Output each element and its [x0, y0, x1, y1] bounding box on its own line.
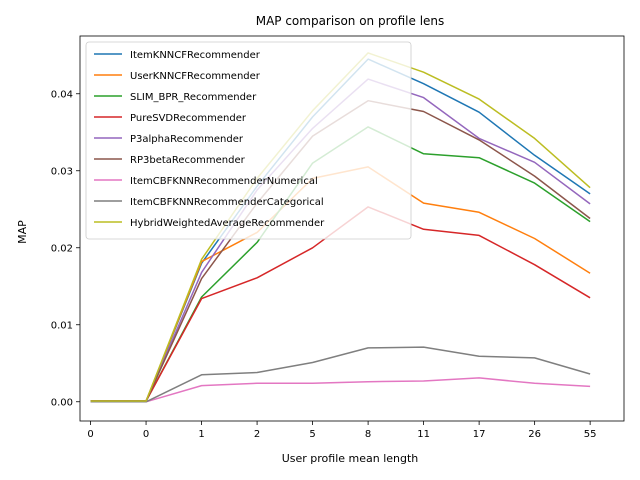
y-tick-label: 0.00: [51, 397, 73, 408]
legend-label: RP3betaRecommender: [130, 155, 246, 166]
x-tick-label: 5: [309, 429, 315, 440]
x-tick-label: 55: [584, 429, 597, 440]
legend-label: ItemCBFKNNRecommenderNumerical: [130, 176, 318, 187]
legend-label: ItemCBFKNNRecommenderCategorical: [130, 197, 324, 208]
y-axis-title: MAP: [16, 220, 29, 244]
legend-label: P3alphaRecommender: [130, 134, 244, 145]
x-tick-label: 8: [365, 429, 371, 440]
y-tick-label: 0.03: [51, 166, 73, 177]
x-tick-label: 1: [198, 429, 204, 440]
y-tick-label: 0.04: [51, 89, 73, 100]
chart-title: MAP comparison on profile lens: [256, 14, 445, 28]
legend-label: UserKNNCFRecommender: [130, 71, 261, 82]
x-axis-title: User profile mean length: [282, 452, 419, 465]
x-tick-label: 17: [473, 429, 486, 440]
series-line: [90, 377, 591, 403]
legend-label: ItemKNNCFRecommender: [130, 50, 261, 61]
x-tick-label: 2: [254, 429, 260, 440]
legend-label: SLIM_BPR_Recommender: [130, 92, 257, 103]
x-tick-label: 0: [87, 429, 93, 440]
legend-box: [85, 41, 412, 240]
axes-frame: [79, 35, 625, 422]
legend-label: HybridWeightedAverageRecommender: [130, 218, 325, 229]
series-line: [90, 346, 591, 403]
legend: ItemKNNCFRecommender UserKNNCFRecommender…: [85, 41, 412, 240]
legend-label: PureSVDRecommender: [130, 113, 247, 124]
x-tick-label: 0: [143, 429, 149, 440]
x-tick-label: 26: [528, 429, 541, 440]
y-tick-label: 0.01: [51, 320, 73, 331]
y-tick-label: 0.02: [51, 243, 73, 254]
x-tick-label: 11: [417, 429, 430, 440]
